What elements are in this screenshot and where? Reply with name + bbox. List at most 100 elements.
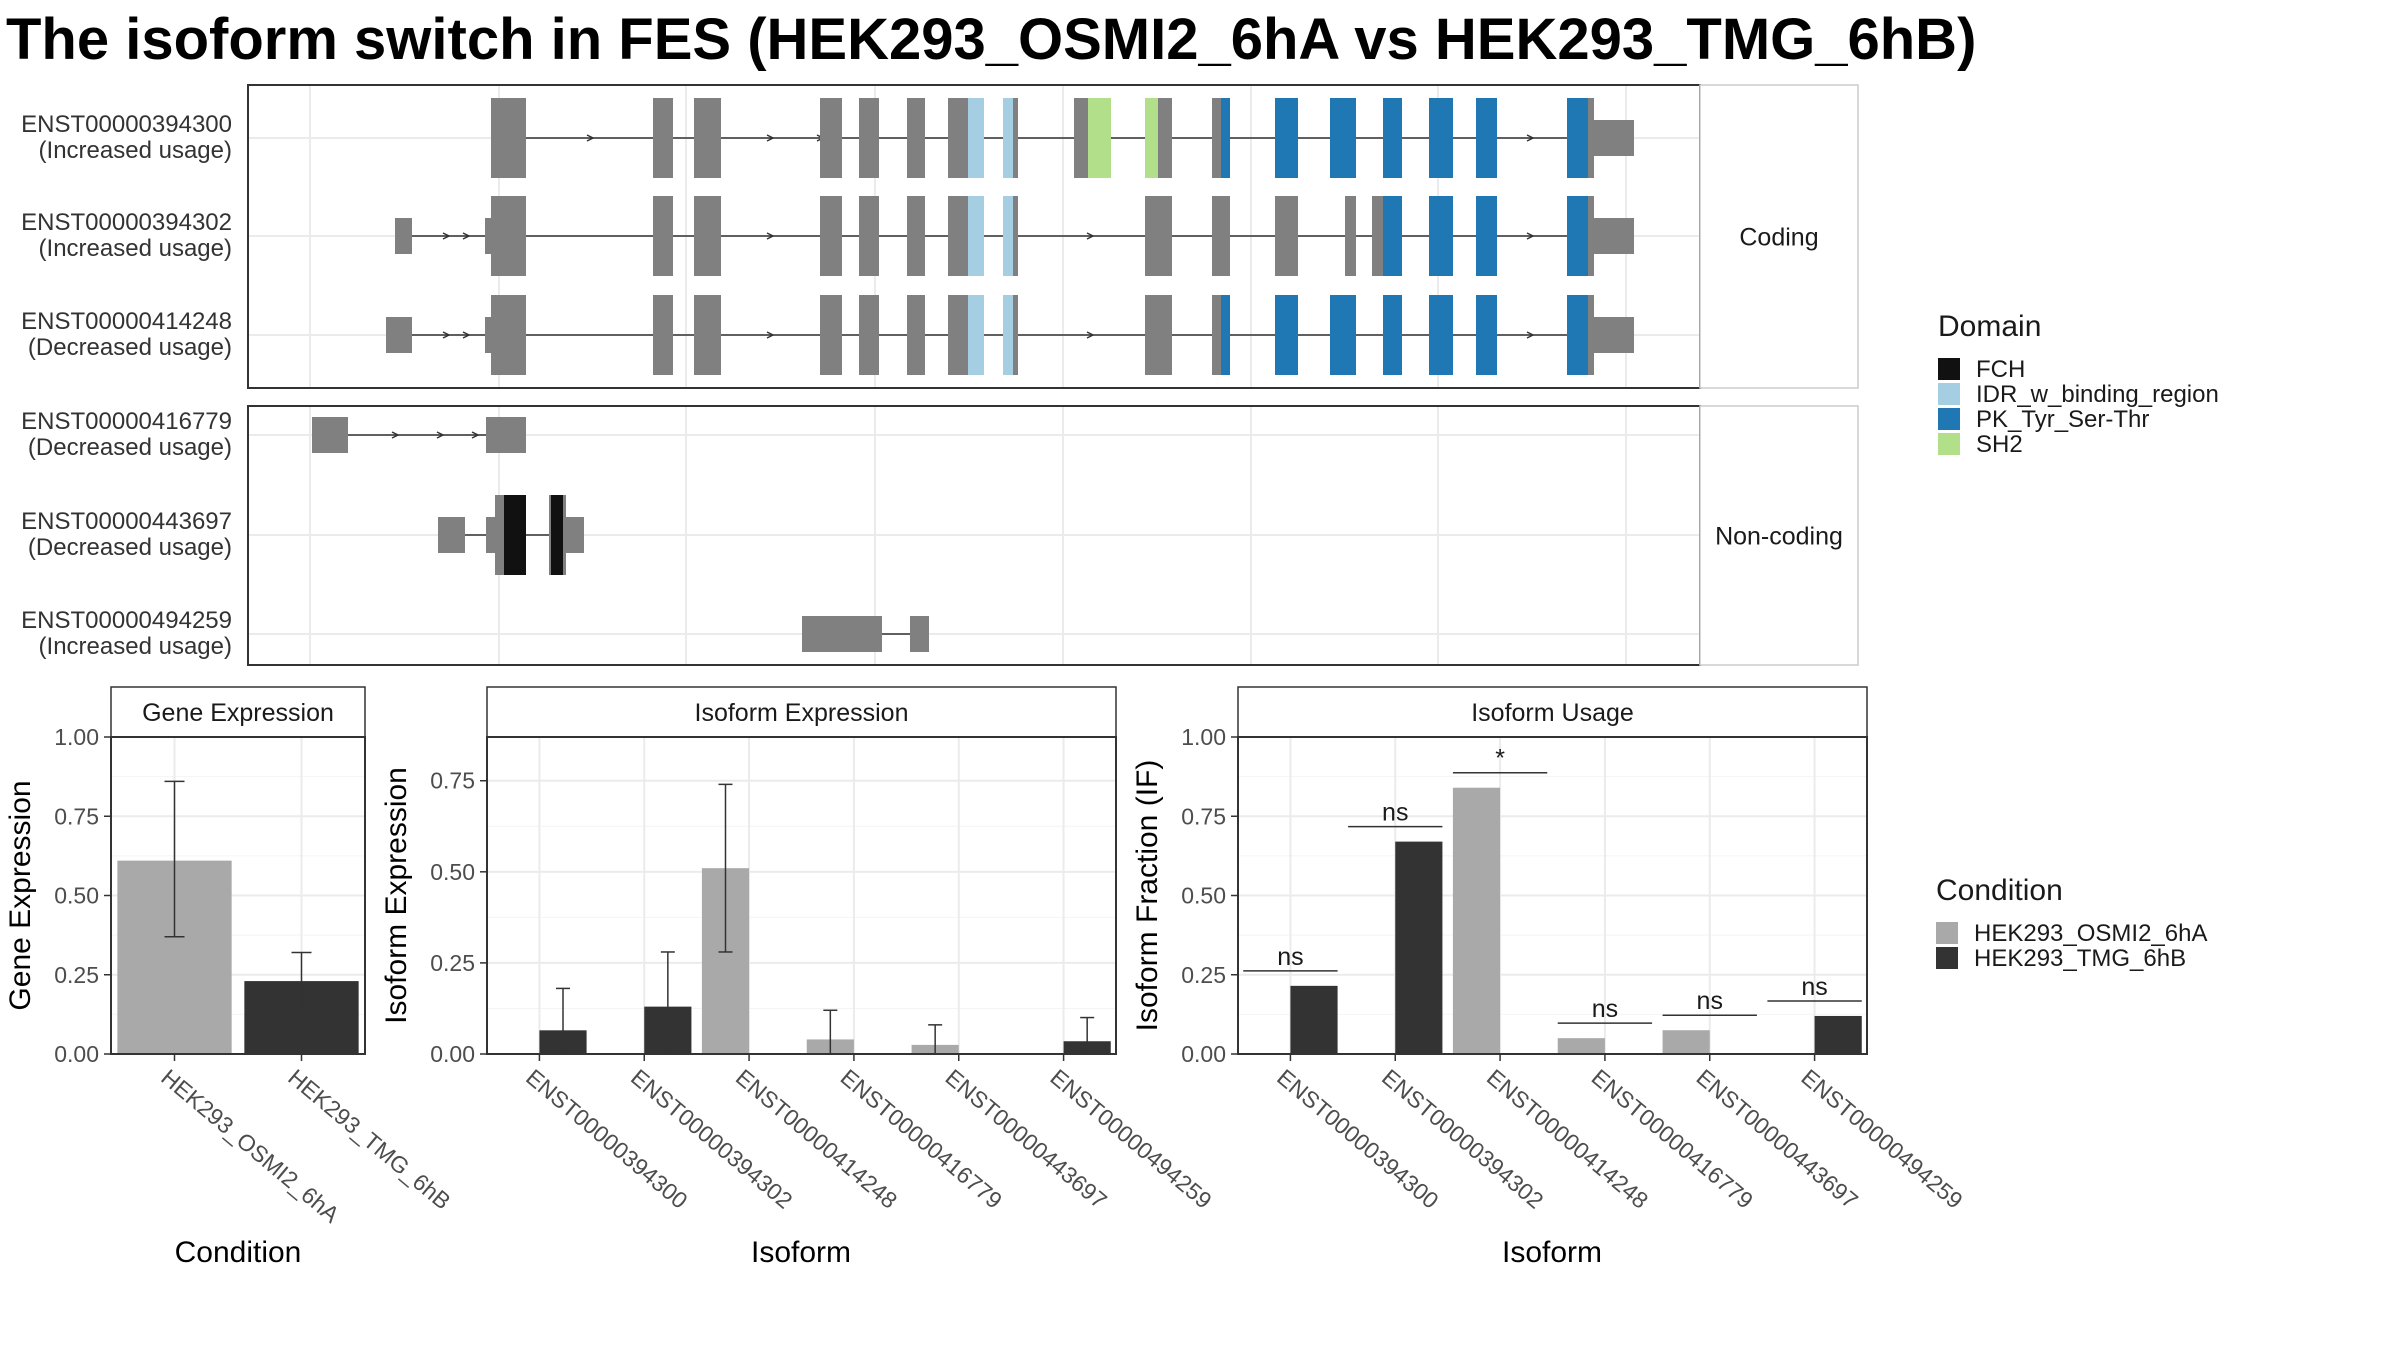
facet-strip [1699, 405, 1859, 666]
utr [386, 317, 412, 353]
utr [395, 218, 412, 254]
facet-label: Coding [1739, 224, 1818, 252]
bar [1662, 1030, 1710, 1054]
legend-label: HEK293_OSMI2_6hA [1974, 920, 2207, 947]
y-tick-label: 0.25 [54, 962, 99, 988]
strand-arrow [442, 331, 451, 339]
legend-swatch [1936, 947, 1958, 969]
domain-pk [1476, 295, 1497, 375]
exon [653, 196, 673, 276]
y-tick-label: 0.75 [430, 768, 475, 794]
exon [1074, 98, 1088, 178]
chart-title: Gene Expression [142, 699, 334, 727]
exon [694, 98, 721, 178]
exon [486, 417, 526, 453]
exon [1372, 196, 1383, 276]
legend-label: SH2 [1976, 431, 2023, 458]
exon [694, 295, 721, 375]
exon [491, 196, 526, 276]
domain-pk [1221, 295, 1230, 375]
bar [1452, 787, 1501, 1054]
legend-title: Domain [1938, 310, 2041, 343]
isoform-usage: (Increased usage) [39, 137, 232, 164]
isoform-label: ENST00000443697(Decreased usage) [21, 508, 232, 561]
strand-arrow [586, 134, 595, 142]
domain-pk [1221, 98, 1230, 178]
domain-idr [1003, 295, 1013, 375]
exon [859, 98, 879, 178]
isoform-usage: (Decreased usage) [28, 534, 232, 561]
domain-pk [1429, 196, 1453, 276]
exon [1588, 196, 1594, 276]
legend-label: FCH [1976, 356, 2025, 383]
isoform-usage: (Decreased usage) [28, 334, 232, 361]
utr [1594, 120, 1634, 156]
x-axis-title: Isoform [1502, 1236, 1602, 1269]
y-tick-label: 0.25 [430, 950, 475, 976]
facet-strip [486, 686, 1117, 738]
legend-swatch [1938, 358, 1960, 380]
exon [948, 98, 968, 178]
domain-fch [504, 495, 526, 575]
transcript-ENST00000414248 [386, 295, 1634, 375]
exon [1013, 98, 1018, 178]
y-tick-label: 0.00 [430, 1041, 475, 1067]
facet-label: Non-coding [1715, 523, 1843, 551]
domain-pk [1383, 98, 1402, 178]
exon [820, 98, 842, 178]
strand-arrow [1086, 331, 1095, 339]
legend-label: PK_Tyr_Ser-Thr [1976, 406, 2149, 433]
legend-swatch [1938, 408, 1960, 430]
exon [948, 295, 968, 375]
page-title: The isoform switch in FES (HEK293_OSMI2_… [6, 7, 1977, 72]
utr [1594, 317, 1634, 353]
domain-pk [1476, 98, 1497, 178]
facet-strip [1237, 686, 1868, 738]
transcript-ENST00000394300 [491, 98, 1634, 178]
domain-pk [1330, 98, 1356, 178]
exon [820, 196, 842, 276]
legend-title: Condition [1936, 874, 2063, 907]
isoform-id: ENST00000394302 [21, 209, 232, 236]
strand-arrow [1086, 232, 1095, 240]
isoform-label: ENST00000416779(Decreased usage) [21, 408, 232, 461]
plot-background [487, 737, 1116, 1054]
domain-fch [551, 495, 563, 575]
isoform-usage: (Increased usage) [39, 235, 232, 262]
isoform-id: ENST00000494259 [21, 607, 232, 634]
exon [859, 196, 879, 276]
isoform-id: ENST00000416779 [21, 408, 232, 435]
domain-idr [1003, 98, 1013, 178]
domain-idr [1003, 196, 1013, 276]
exon [653, 98, 673, 178]
exon [1158, 98, 1172, 178]
bar-chart-isoform-usage: Isoform Usage ns ns * ns ns ns 0.00 0.25 0.50 0.75… [1131, 686, 1968, 1269]
significance-label: ns [1277, 943, 1303, 971]
isoform-id: ENST00000443697 [21, 508, 232, 535]
exon [1588, 295, 1594, 375]
strand-arrow [442, 232, 451, 240]
transcript-ENST00000394302 [395, 196, 1634, 276]
x-axis-title: Isoform [751, 1236, 851, 1269]
domain-sh2 [1145, 98, 1158, 178]
y-tick-label: 0.75 [1181, 803, 1226, 829]
domain-idr [968, 295, 984, 375]
strand-arrow [1526, 134, 1535, 142]
domain-idr [968, 196, 984, 276]
isoform-label: ENST00000494259(Increased usage) [21, 607, 232, 660]
exon [438, 517, 465, 553]
exon [859, 295, 879, 375]
domain-legend: Domain FCHIDR_w_binding_regionPK_Tyr_Ser-… [1938, 310, 2219, 458]
exon [1212, 295, 1221, 375]
domain-pk [1567, 98, 1588, 178]
transcript-ENST00000494259 [802, 616, 929, 652]
exon [491, 295, 526, 375]
exon [653, 295, 673, 375]
exon [948, 196, 968, 276]
exon [566, 517, 584, 553]
bar-charts: Gene Expression0.000.250.500.751.00HEK29… [4, 686, 1968, 1269]
significance-label: * [1495, 745, 1505, 773]
y-axis-title: Gene Expression [4, 780, 37, 1010]
y-tick-label: 0.50 [1181, 883, 1226, 909]
